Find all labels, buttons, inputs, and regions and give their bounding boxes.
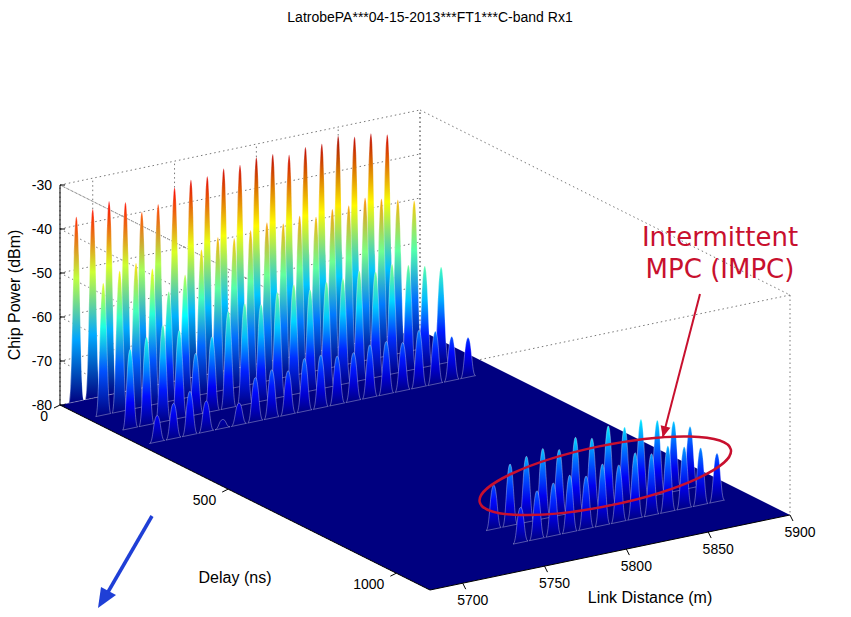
power-lobe — [611, 465, 626, 524]
x-axis-line — [430, 515, 790, 590]
power-lobe — [182, 391, 197, 437]
annotation-text: IntermittentMPC (IMPC) — [642, 222, 798, 284]
power-lobe — [69, 217, 84, 403]
power-lobe — [199, 401, 214, 433]
x-tick — [708, 532, 711, 538]
y-tick — [390, 573, 396, 576]
power-lobe — [644, 454, 659, 517]
y-axis-title: Delay (ns) — [199, 569, 272, 586]
box-edge — [420, 110, 421, 330]
power-lobe — [709, 453, 724, 503]
power-lobe — [346, 353, 361, 403]
power-lobe — [444, 337, 459, 383]
annotation-arrow-head — [661, 425, 671, 437]
power-lobe — [139, 337, 154, 427]
x-tick-label: 5900 — [784, 524, 815, 540]
annotation-arrow — [663, 294, 700, 437]
impc-ellipse — [474, 420, 737, 531]
power-lobe — [460, 338, 475, 379]
power-lobe — [578, 476, 593, 530]
x-tick-label: 5850 — [703, 541, 734, 557]
z-axis-line — [60, 185, 61, 405]
y-tick-label: 0 — [40, 408, 48, 424]
power-lobe — [215, 419, 230, 429]
chart-title: LatrobePA***04-15-2013***FT1***C-band Rx… — [287, 9, 573, 25]
annotation-line: MPC (IMPC) — [646, 254, 795, 284]
power-lobe — [166, 403, 181, 440]
z-tick — [60, 361, 65, 362]
power-lobe — [313, 355, 328, 409]
power-lobe — [85, 209, 100, 400]
z-tick-label: -50 — [32, 265, 52, 281]
x-tick-label: 5750 — [539, 575, 570, 591]
power-lobe — [297, 358, 312, 412]
x-tick — [626, 549, 629, 555]
y-tick-label: 1000 — [353, 576, 384, 592]
power-lobe — [155, 325, 170, 423]
power-lobe — [546, 483, 561, 537]
power-lobe — [428, 331, 443, 385]
power-lobe — [513, 507, 528, 544]
z-tick-label: -30 — [32, 177, 52, 193]
y-grid-line — [60, 185, 61, 405]
power-lobe — [486, 485, 501, 531]
power-lobe — [150, 416, 165, 444]
chart: -80-70-60-50-40-300500100057005750580058… — [0, 0, 851, 617]
box-edge — [430, 295, 790, 370]
y-axis-line — [60, 405, 430, 590]
z-tick — [60, 229, 65, 230]
power-lobe — [264, 370, 279, 420]
power-lobe — [96, 283, 111, 417]
power-lobe — [221, 311, 236, 409]
box-edge — [790, 295, 791, 515]
power-lobe — [677, 447, 692, 510]
power-lobe — [280, 371, 295, 417]
x-tick — [545, 566, 548, 572]
grid — [60, 110, 790, 590]
annotation: IntermittentMPC (IMPC) — [474, 222, 799, 531]
z-tick-label: -40 — [32, 221, 52, 237]
x-axis-title: Link Distance (m) — [588, 589, 712, 606]
power-lobe — [248, 377, 263, 423]
power-lobe — [628, 453, 643, 521]
z-tick — [60, 273, 65, 274]
x-tick-label: 5700 — [457, 592, 488, 608]
axes: -80-70-60-50-40-300500100057005750580058… — [6, 9, 816, 608]
power-lobe — [112, 271, 127, 413]
y-tick — [54, 405, 60, 408]
power-lobe — [330, 356, 345, 406]
direction-arrow — [108, 516, 152, 592]
power-lobe — [660, 446, 675, 514]
power-lobe — [379, 341, 394, 395]
z-axis-title: Chip Power (dBm) — [6, 230, 23, 361]
x-tick — [790, 515, 793, 521]
marks — [69, 133, 725, 544]
power-lobe — [123, 349, 138, 430]
z-tick — [60, 317, 65, 318]
annotation-line: Intermittent — [642, 222, 798, 252]
power-lobe — [595, 464, 610, 527]
power-lobe — [411, 330, 426, 389]
y-tick-label: 500 — [193, 492, 217, 508]
z-tick — [60, 185, 65, 186]
x-grid-line — [420, 110, 421, 330]
y-tick — [222, 489, 228, 492]
z-tick-label: -60 — [32, 309, 52, 325]
z-tick-label: -70 — [32, 353, 52, 369]
power-lobe — [231, 403, 246, 427]
direction-arrow-head — [98, 587, 116, 608]
z-tick — [60, 405, 65, 406]
x-tick — [463, 583, 466, 589]
power-lobe — [362, 345, 377, 399]
power-lobe — [237, 303, 252, 406]
power-lobe — [395, 342, 410, 392]
x-tick-label: 5800 — [621, 558, 652, 574]
power-lobe — [562, 475, 577, 534]
